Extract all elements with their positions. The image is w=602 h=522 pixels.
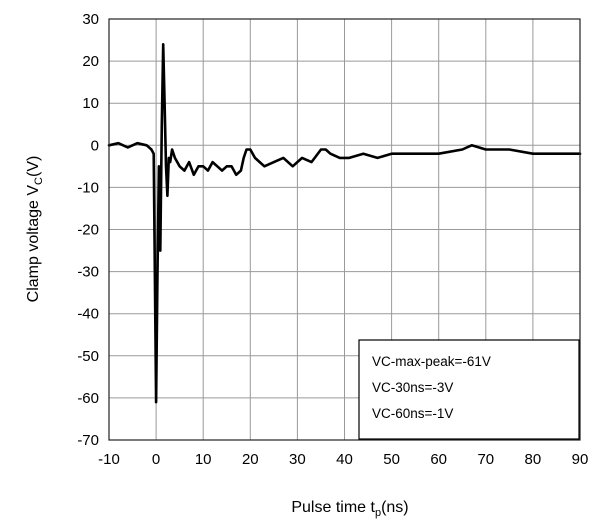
- y-tick-label: -30: [77, 264, 99, 281]
- x-tick-labels: -10 0 10 20 30 40 50 60 70 80 90: [98, 451, 588, 468]
- x-tick-label: -10: [98, 451, 120, 468]
- y-tick-label: -70: [77, 432, 99, 449]
- y-tick-label: 10: [82, 95, 99, 112]
- y-tick-label: -50: [77, 348, 99, 365]
- y-tick-label: -60: [77, 390, 99, 407]
- y-tick-label: 30: [82, 11, 99, 28]
- annotation-max-peak: VC-max-peak=-61V: [372, 354, 491, 369]
- x-tick-label: 30: [289, 451, 306, 468]
- annotation-60ns: VC-60ns=-1V: [372, 406, 453, 421]
- y-tick-labels: 30 20 10 0 -10 -20 -30 -40 -50 -60 -70: [77, 11, 99, 449]
- annotation-30ns: VC-30ns=-3V: [372, 380, 453, 395]
- annotation-box: VC-max-peak=-61V VC-30ns=-3V VC-60ns=-1V: [358, 339, 580, 440]
- x-tick-label: 70: [477, 451, 494, 468]
- x-tick-label: 50: [383, 451, 400, 468]
- y-tick-label: -40: [77, 306, 99, 323]
- x-tick-label: 0: [152, 451, 160, 468]
- clamp-voltage-trace: [107, 42, 582, 404]
- y-tick-label: -10: [77, 179, 99, 196]
- x-tick-label: 20: [242, 451, 259, 468]
- y-axis-label: Clamp voltage VC(V): [25, 156, 45, 303]
- y-tick-label: -20: [77, 222, 99, 239]
- y-tick-label: 20: [82, 53, 99, 70]
- trace-layer: [107, 42, 582, 404]
- x-tick-label: 40: [336, 451, 353, 468]
- plot-frame: [108, 18, 581, 441]
- x-tick-label: 90: [572, 451, 589, 468]
- x-axis-label: Pulse time tp(ns): [291, 499, 408, 519]
- x-tick-label: 60: [430, 451, 447, 468]
- y-tick-label: 0: [91, 137, 99, 154]
- x-tick-label: 80: [525, 451, 542, 468]
- x-tick-label: 10: [195, 451, 212, 468]
